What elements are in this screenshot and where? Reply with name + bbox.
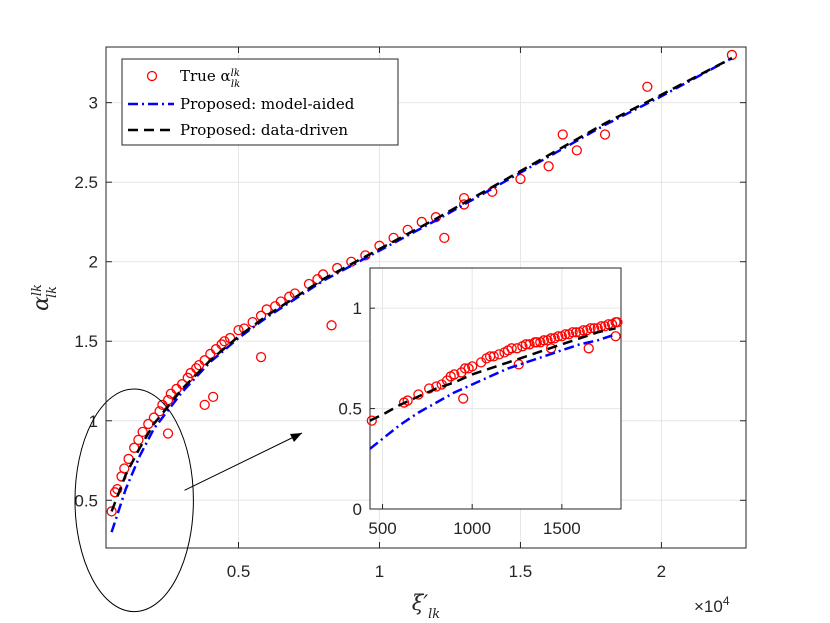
y-tick-label: 2.5 xyxy=(74,173,98,192)
true-alpha-point xyxy=(557,129,568,140)
inset-true-alpha-point xyxy=(531,337,542,348)
inset-true-alpha-point xyxy=(578,325,589,336)
y-tick-label: 1 xyxy=(89,412,98,431)
inset-true-alpha-point xyxy=(612,317,623,328)
true-alpha-point xyxy=(515,173,526,185)
inset-true-alpha-point xyxy=(585,323,596,334)
legend-label-model-aided: Proposed: model-aided xyxy=(180,95,355,113)
inset-true-alpha-point xyxy=(459,363,471,374)
true-alpha-point xyxy=(162,428,174,439)
true-alpha-point xyxy=(219,336,230,347)
y-tick-label: 3 xyxy=(89,94,98,113)
inset-true-alpha-point xyxy=(413,389,424,400)
x-tick-label: 1 xyxy=(375,562,384,581)
x-exponent-label: ×104 xyxy=(694,594,730,616)
true-alpha-point xyxy=(216,339,227,350)
y-tick-label: 2 xyxy=(89,253,98,272)
x-tick-label: 1.5 xyxy=(509,562,533,581)
legend-label-data-driven: Proposed: data-driven xyxy=(180,121,348,139)
x-axis-label: ξ′lk xyxy=(412,591,441,622)
inset-box xyxy=(369,267,622,510)
y-tick-label: 0.5 xyxy=(74,491,98,510)
inset-true-alpha-point xyxy=(467,361,478,372)
true-alpha-point xyxy=(599,129,611,140)
inset-true-alpha-point xyxy=(538,335,550,346)
y-tick-label: 1.5 xyxy=(74,332,98,351)
inset-true-alpha-point xyxy=(402,395,413,406)
inset-true-alpha-point xyxy=(567,327,578,338)
true-alpha-point xyxy=(642,81,653,92)
legend-label-true-alpha: True αlk lk xyxy=(180,67,240,90)
true-alpha-point xyxy=(275,296,286,307)
true-alpha-point xyxy=(439,232,450,244)
true-alpha-point xyxy=(326,320,337,331)
inset-true-alpha-point xyxy=(583,343,594,354)
true-alpha-point xyxy=(207,391,219,403)
inset-true-alpha-point xyxy=(458,393,469,404)
true-alpha-point xyxy=(191,363,202,374)
inset-data-driven-line xyxy=(369,327,616,422)
x-tick-label: 2 xyxy=(657,562,666,581)
zoom-arrow-line xyxy=(184,432,303,491)
inset-true-alpha-point xyxy=(545,333,557,344)
true-alpha-point xyxy=(543,161,554,172)
y-axis-label: αlklk xyxy=(29,284,60,311)
true-alpha-point xyxy=(133,434,144,445)
true-alpha-point xyxy=(233,324,244,336)
data-driven-line xyxy=(110,56,733,512)
true-alpha-point xyxy=(106,506,117,517)
true-alpha-point xyxy=(458,199,470,210)
legend-scatter-marker xyxy=(146,70,158,82)
inset-true-alpha-point xyxy=(560,329,571,340)
inset-true-alpha-point xyxy=(524,339,535,350)
inset-true-alpha-point xyxy=(488,351,499,362)
inset-frame xyxy=(369,267,622,510)
true-alpha-point xyxy=(199,399,210,411)
true-alpha-point xyxy=(255,351,267,363)
inset-true-alpha-point xyxy=(493,349,505,360)
x-tick-label: 0.5 xyxy=(227,562,251,581)
axes-box xyxy=(105,46,747,549)
true-alpha-point xyxy=(571,145,582,156)
inset-x-tick-label: 1000 xyxy=(453,519,491,538)
inset-true-alpha-point xyxy=(571,327,582,338)
inset-x-tick-label: 500 xyxy=(368,519,396,538)
inset-y-tick-label: 0.5 xyxy=(338,400,362,419)
inset-x-tick-label: 1500 xyxy=(543,519,581,538)
inset-true-alpha-point xyxy=(431,381,442,392)
inset-true-alpha-point xyxy=(506,343,517,354)
true-alpha-point xyxy=(137,426,148,438)
inset-true-alpha-point xyxy=(366,415,377,426)
zoom-arrow-head xyxy=(290,433,302,442)
zoom-ellipse xyxy=(74,388,194,613)
inset-true-alpha-point xyxy=(553,331,564,342)
true-alpha-point xyxy=(119,463,130,474)
inset-y-tick-label: 0 xyxy=(353,500,362,519)
model-aided-line xyxy=(110,57,733,533)
inset-y-tick-label: 1 xyxy=(353,299,362,318)
inset-true-alpha-point xyxy=(511,343,523,354)
inset-true-alpha-point xyxy=(449,369,460,380)
inset-model-aided-line xyxy=(369,333,616,450)
